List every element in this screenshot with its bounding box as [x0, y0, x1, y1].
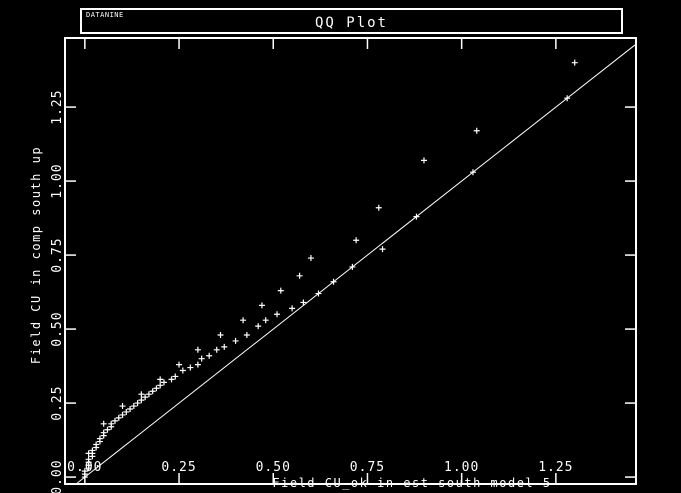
data-point: [111, 417, 118, 424]
x-tick-label: 1.00: [444, 460, 479, 475]
data-point: [198, 355, 205, 362]
data-point: [119, 411, 126, 418]
data-point: [277, 287, 284, 294]
data-point: [130, 403, 137, 410]
data-point: [307, 255, 314, 262]
data-point: [96, 435, 103, 442]
data-point: [240, 317, 247, 324]
data-point: [206, 352, 213, 359]
data-point: [104, 426, 111, 433]
x-tick-label: 0.25: [161, 460, 196, 475]
x-tick-label: 0.75: [350, 460, 385, 475]
data-point: [194, 361, 201, 368]
data-point: [243, 332, 250, 338]
y-tick-label: 0.25: [50, 385, 65, 420]
y-tick-label: 0.00: [50, 459, 65, 493]
data-point: [119, 403, 126, 410]
data-point: [473, 127, 480, 134]
x-tick-label: 0.50: [256, 460, 291, 475]
data-point: [221, 343, 228, 350]
data-point: [93, 441, 100, 448]
data-point: [81, 468, 88, 475]
data-point: [168, 376, 175, 383]
data-point: [274, 311, 281, 318]
data-point: [315, 290, 322, 297]
data-point: [176, 361, 183, 368]
data-point: [160, 379, 167, 386]
y-tick-label: 0.50: [50, 311, 65, 346]
data-point: [187, 364, 194, 371]
data-point: [296, 272, 303, 279]
chart-title: QQ Plot: [314, 15, 388, 31]
data-point: [330, 278, 337, 285]
plot-frame: [64, 37, 637, 485]
data-point: [153, 385, 160, 392]
data-point: [89, 447, 96, 454]
brand-label: DATANINE: [86, 11, 124, 19]
data-point: [123, 408, 130, 415]
y-axis-label: Field CU in comp south up: [29, 146, 43, 364]
data-point: [379, 246, 386, 253]
data-point: [564, 95, 571, 102]
data-point: [157, 376, 164, 383]
data-point: [469, 169, 476, 176]
title-box: DATANINE QQ Plot: [80, 8, 623, 34]
data-point: [145, 391, 152, 398]
data-point: [258, 302, 265, 309]
data-point: [353, 237, 360, 244]
data-point: [138, 391, 145, 398]
reference-line: [76, 44, 636, 484]
data-point: [262, 317, 269, 324]
data-point: [100, 429, 107, 436]
data-point: [179, 367, 186, 374]
data-point: [571, 59, 578, 66]
data-point: [172, 373, 179, 380]
x-axis-label: Field CU_ok in est-south-model-5: [272, 476, 551, 490]
data-point: [289, 305, 296, 312]
data-point: [134, 400, 141, 407]
data-point: [255, 323, 262, 330]
data-point: [157, 382, 164, 389]
y-tick-label: 1.00: [50, 163, 65, 198]
data-point: [375, 204, 382, 211]
x-tick-label: 1.25: [538, 460, 573, 475]
data-point: [413, 213, 420, 220]
data-point: [232, 337, 239, 344]
data-point: [138, 397, 145, 404]
data-point: [85, 450, 92, 457]
y-tick-label: 1.25: [50, 89, 65, 124]
data-point: [100, 420, 107, 427]
data-point: [420, 157, 427, 164]
data-point: [194, 346, 201, 353]
data-point: [127, 406, 134, 412]
data-point: [115, 414, 122, 421]
data-point: [217, 332, 224, 338]
data-point: [149, 388, 156, 395]
data-point: [108, 420, 115, 427]
data-point: [85, 456, 92, 463]
x-tick-label: 0.00: [67, 460, 102, 475]
y-tick-label: 0.75: [50, 237, 65, 272]
data-point: [213, 346, 220, 353]
data-point: [300, 299, 307, 306]
data-point: [142, 394, 149, 401]
data-point: [349, 263, 356, 270]
